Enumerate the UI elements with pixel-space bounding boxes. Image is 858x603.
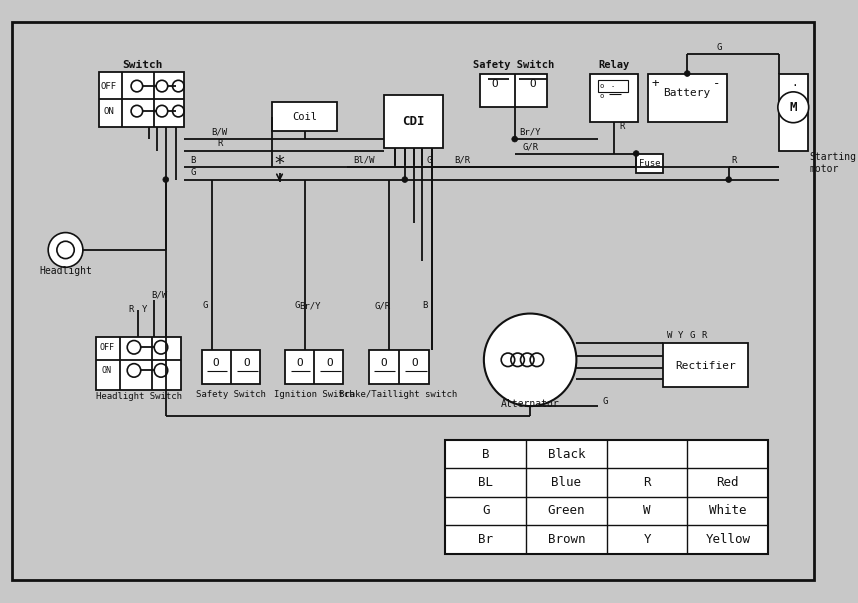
Bar <box>202 350 260 384</box>
Text: R: R <box>732 156 737 165</box>
Text: O: O <box>380 358 387 368</box>
Text: Brake/Taillight switch: Brake/Taillight switch <box>339 390 457 399</box>
Text: Br/Y: Br/Y <box>519 128 541 137</box>
Text: White: White <box>709 504 746 517</box>
Bar <box>590 74 638 122</box>
Text: ON: ON <box>102 366 112 375</box>
Text: B/W: B/W <box>212 128 228 137</box>
Text: Battery: Battery <box>663 88 711 98</box>
Text: Black: Black <box>547 447 585 461</box>
Text: Headlight: Headlight <box>39 266 92 276</box>
Text: G: G <box>482 504 489 517</box>
Text: Starting: Starting <box>810 153 856 162</box>
Circle shape <box>685 71 690 77</box>
Text: G/R: G/R <box>375 302 390 311</box>
Circle shape <box>402 177 408 183</box>
Text: Safety Switch: Safety Switch <box>196 390 266 399</box>
Text: Fuse: Fuse <box>639 159 661 168</box>
Bar <box>598 80 628 92</box>
Text: Rectifier: Rectifier <box>675 361 736 371</box>
Text: W: W <box>644 504 651 517</box>
Text: Y: Y <box>644 533 651 546</box>
Text: Green: Green <box>547 504 585 517</box>
Text: Red: Red <box>716 476 739 489</box>
Text: -: - <box>611 83 615 89</box>
Bar <box>779 74 807 151</box>
Text: .: . <box>792 78 799 88</box>
Text: o: o <box>600 83 603 89</box>
Text: G: G <box>426 156 432 165</box>
Circle shape <box>484 314 577 406</box>
Text: Switch: Switch <box>123 60 163 70</box>
Text: G: G <box>602 397 608 406</box>
Bar <box>384 95 444 148</box>
Bar <box>663 344 748 387</box>
Bar <box>636 154 663 173</box>
Text: G: G <box>294 302 299 311</box>
Text: O: O <box>326 358 333 368</box>
Text: o: o <box>600 93 603 99</box>
Text: Safety Switch: Safety Switch <box>473 60 554 70</box>
Text: Ignition Switch: Ignition Switch <box>274 390 354 399</box>
Text: Yellow: Yellow <box>705 533 751 546</box>
Text: ON: ON <box>104 107 114 116</box>
Text: R: R <box>619 122 625 131</box>
Text: O: O <box>411 358 418 368</box>
Text: CDI: CDI <box>402 115 425 128</box>
Text: G/R: G/R <box>522 142 538 151</box>
Text: Br/Y: Br/Y <box>299 302 321 311</box>
Text: R: R <box>701 331 706 340</box>
Text: B: B <box>190 156 196 165</box>
Bar <box>648 74 727 122</box>
Text: Blue: Blue <box>552 476 582 489</box>
Text: Headlight Switch: Headlight Switch <box>96 392 182 401</box>
Text: Alternator: Alternator <box>501 399 559 409</box>
Circle shape <box>726 177 732 183</box>
Text: O: O <box>296 358 303 368</box>
Text: *: * <box>274 154 286 172</box>
Bar <box>286 350 343 384</box>
Text: +: + <box>652 77 659 90</box>
Text: M: M <box>789 101 797 114</box>
Text: Coil: Coil <box>292 112 317 122</box>
Text: O: O <box>213 358 220 368</box>
Text: Y: Y <box>142 305 148 314</box>
Circle shape <box>512 136 517 142</box>
Bar <box>272 103 337 131</box>
Text: G: G <box>716 43 722 52</box>
Text: R: R <box>644 476 651 489</box>
Bar <box>369 350 429 384</box>
Circle shape <box>633 151 639 156</box>
Text: Bl/W: Bl/W <box>353 156 375 165</box>
Text: B/W: B/W <box>151 291 167 300</box>
Text: B: B <box>422 302 428 311</box>
Text: O: O <box>244 358 251 368</box>
Text: O: O <box>491 79 498 89</box>
Text: -: - <box>713 77 721 90</box>
Bar <box>96 336 181 390</box>
Text: OFF: OFF <box>100 343 114 352</box>
Text: R: R <box>217 139 222 148</box>
Text: Brown: Brown <box>547 533 585 546</box>
Text: Br: Br <box>478 533 493 546</box>
Text: BL: BL <box>478 476 493 489</box>
Text: G: G <box>689 331 695 340</box>
Circle shape <box>163 177 169 183</box>
Text: Y: Y <box>678 331 683 340</box>
Bar <box>480 74 547 107</box>
Bar <box>445 440 768 554</box>
Text: G: G <box>190 168 196 177</box>
Text: R: R <box>129 305 134 314</box>
Text: OFF: OFF <box>101 81 117 90</box>
Circle shape <box>48 233 83 267</box>
Text: motor: motor <box>810 164 839 174</box>
Text: G: G <box>202 302 208 311</box>
Text: B: B <box>482 447 489 461</box>
Text: B/R: B/R <box>455 156 471 165</box>
Text: Relay: Relay <box>598 60 630 70</box>
Bar <box>100 72 184 127</box>
Text: W: W <box>668 331 673 340</box>
Text: O: O <box>529 79 536 89</box>
Circle shape <box>778 92 809 122</box>
